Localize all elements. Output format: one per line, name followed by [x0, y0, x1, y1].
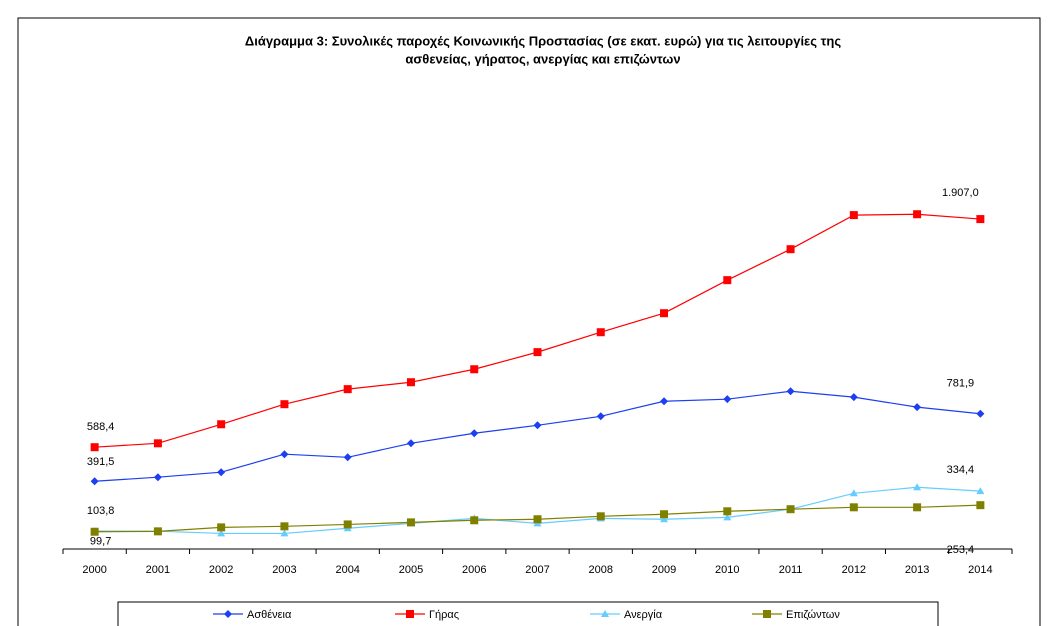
- data-point: [533, 421, 542, 430]
- data-point: [660, 309, 669, 318]
- data-label: 588,4: [87, 421, 115, 433]
- data-label: 99,7: [90, 536, 111, 548]
- x-tick-label: 2012: [842, 564, 866, 576]
- data-point: [406, 378, 415, 387]
- legend-marker: [763, 610, 771, 618]
- chart-title: Διάγραμμα 3: Συνολικές παροχές Κοινωνική…: [245, 33, 841, 48]
- legend-label: Ανεργία: [624, 609, 663, 621]
- x-tick-label: 2011: [779, 564, 803, 576]
- legend-marker: [601, 610, 609, 617]
- legend-label: Επιζώντων: [786, 609, 840, 621]
- data-point: [153, 439, 162, 448]
- data-label: 253,4: [947, 544, 975, 556]
- data-point: [596, 328, 605, 337]
- data-point: [596, 412, 605, 421]
- data-point: [470, 365, 479, 374]
- data-point: [217, 468, 226, 477]
- data-point: [849, 503, 858, 512]
- x-tick-label: 2005: [399, 564, 423, 576]
- data-label: 334,4: [947, 464, 975, 476]
- legend-label: Ασθένεια: [247, 609, 292, 621]
- data-point: [280, 400, 289, 409]
- data-point: [723, 395, 732, 404]
- data-point: [217, 523, 226, 532]
- x-tick-label: 2001: [146, 564, 170, 576]
- data-label: 781,9: [947, 378, 975, 390]
- legend-marker: [224, 610, 232, 618]
- legend-label: Γήρας: [429, 609, 459, 621]
- data-point: [90, 477, 99, 486]
- data-point: [660, 515, 669, 523]
- x-tick-label: 2007: [525, 564, 549, 576]
- x-tick-label: 2003: [272, 564, 296, 576]
- chart-border: [17, 17, 1041, 626]
- data-point: [849, 393, 858, 402]
- data-point: [343, 385, 352, 394]
- x-tick-label: 2013: [905, 564, 929, 576]
- x-tick-label: 2014: [968, 564, 992, 576]
- data-point: [153, 473, 162, 482]
- data-point: [343, 453, 352, 462]
- data-point: [470, 429, 479, 438]
- data-point: [90, 527, 99, 536]
- x-tick-label: 2008: [589, 564, 613, 576]
- data-point: [533, 515, 542, 524]
- data-point: [976, 215, 985, 224]
- data-point: [786, 245, 795, 254]
- x-tick-label: 2000: [82, 564, 106, 576]
- x-tick-label: 2002: [209, 564, 233, 576]
- chart-title: ασθενείας, γήρατος, ανεργίας και επιζώντ…: [405, 51, 680, 66]
- data-label: 103,8: [87, 505, 115, 517]
- data-point: [913, 403, 922, 412]
- x-tick-label: 2006: [462, 564, 486, 576]
- data-point: [470, 516, 479, 525]
- data-point: [723, 507, 732, 516]
- x-tick-label: 2009: [652, 564, 676, 576]
- data-point: [280, 529, 289, 537]
- data-point: [343, 520, 352, 529]
- data-point: [406, 518, 415, 527]
- x-tick-label: 2004: [335, 564, 359, 576]
- data-point: [976, 409, 985, 418]
- data-point: [913, 503, 922, 512]
- data-point: [90, 443, 99, 452]
- data-label: 391,5: [87, 456, 115, 468]
- legend-box: [117, 601, 939, 626]
- data-point: [849, 489, 858, 497]
- data-point: [217, 420, 226, 429]
- data-point: [660, 510, 669, 519]
- data-point: [280, 522, 289, 531]
- data-point: [976, 501, 985, 510]
- data-point: [217, 529, 226, 537]
- data-point: [406, 439, 415, 448]
- data-point: [660, 397, 669, 406]
- data-point: [913, 210, 922, 219]
- data-point: [913, 483, 922, 491]
- data-label: 1.907,0: [942, 187, 979, 199]
- data-point: [976, 487, 985, 495]
- data-point: [153, 527, 162, 536]
- data-point: [280, 450, 289, 459]
- data-point: [786, 387, 795, 396]
- data-point: [533, 348, 542, 357]
- data-point: [723, 276, 732, 285]
- data-point: [849, 211, 858, 220]
- data-point: [723, 513, 732, 521]
- data-point: [786, 505, 795, 514]
- legend-marker: [406, 610, 414, 618]
- x-tick-label: 2010: [715, 564, 739, 576]
- data-point: [596, 512, 605, 521]
